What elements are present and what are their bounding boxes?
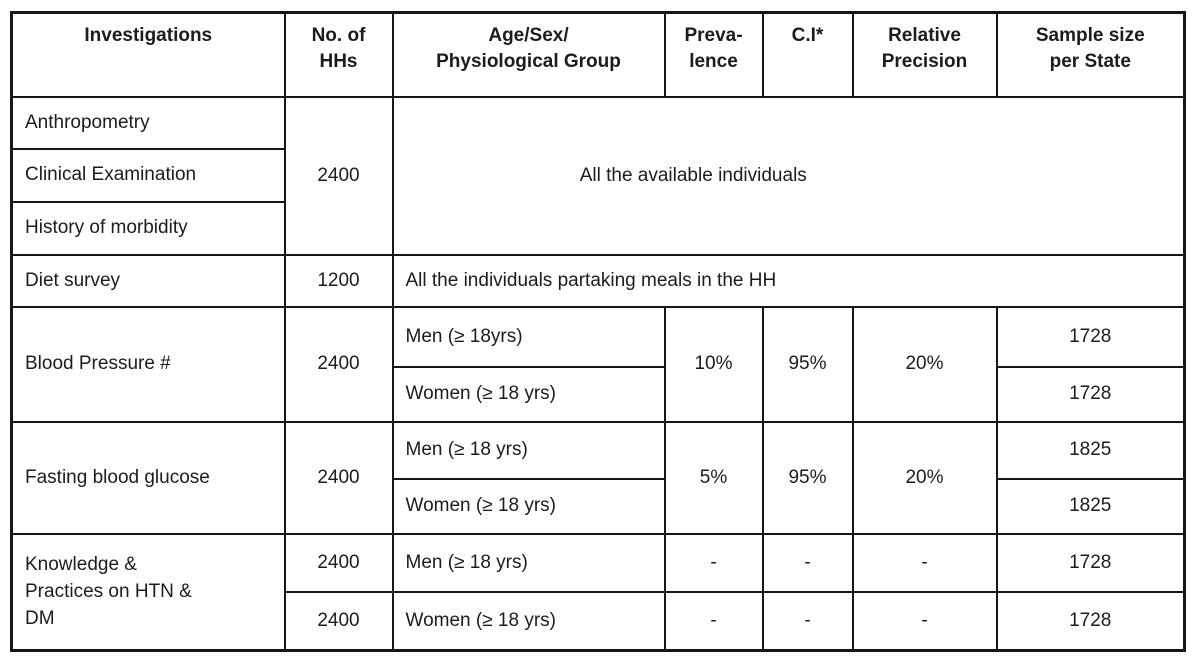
cell-relative-precision-kp-women: - bbox=[851, 590, 998, 652]
header-relative-precision: Relative Precision bbox=[851, 11, 998, 98]
table-row: Anthropometry 2400 All the available ind… bbox=[10, 95, 1186, 256]
sampling-plan-table: Investigations No. of HHs Age/Sex/ Physi… bbox=[10, 11, 1186, 652]
cell-sample-bp-men: 1728 bbox=[995, 305, 1186, 368]
header-row: Investigations No. of HHs Age/Sex/ Physi… bbox=[10, 11, 1186, 98]
cell-investigation-history-of-morbidity: History of morbidity bbox=[10, 200, 286, 256]
table-row: Women (≥ 18 yrs) 1825 bbox=[12, 477, 1186, 535]
cell-ci-bp: 95% bbox=[761, 305, 854, 423]
cell-group-all-available: All the available individuals bbox=[391, 95, 1186, 256]
cell-hhs-blood-pressure: 2400 bbox=[283, 305, 394, 423]
cell-group-fbg-men: Men (≥ 18 yrs) bbox=[391, 420, 666, 480]
cell-hhs-kp-women: 2400 bbox=[283, 590, 394, 652]
cell-investigation-knowledge-practices: Knowledge & Practices on HTN & DM bbox=[10, 532, 286, 652]
header-prevalence: Preva- lence bbox=[663, 11, 764, 98]
table-row: History of morbidity bbox=[10, 200, 1185, 256]
header-line: per State bbox=[1049, 51, 1131, 72]
cell-investigation-blood-pressure: Blood Pressure # bbox=[10, 305, 286, 423]
cell-prevalence-bp: 10% bbox=[663, 305, 764, 423]
cell-group-kp-men: Men (≥ 18 yrs) bbox=[391, 532, 666, 593]
cell-sample-kp-women: 1728 bbox=[995, 590, 1186, 652]
table-row: Women (≥ 18 yrs) 1728 bbox=[12, 365, 1186, 423]
table-body: Anthropometry 2400 All the available ind… bbox=[10, 95, 1186, 652]
cell-ci-fbg: 95% bbox=[761, 420, 854, 535]
cell-relative-precision-fbg: 20% bbox=[851, 420, 998, 535]
cell-group-bp-women: Women (≥ 18 yrs) bbox=[391, 365, 666, 423]
table-row: Clinical Examination bbox=[10, 147, 1185, 203]
cell-ci-kp-women: - bbox=[761, 590, 854, 652]
header-line: Precision bbox=[881, 51, 968, 72]
header-line: No. of bbox=[311, 25, 366, 46]
table-row: Diet survey 1200 All the individuals par… bbox=[10, 253, 1186, 308]
cell-hhs-anthro-block: 2400 bbox=[283, 95, 394, 256]
cell-sample-fbg-men: 1825 bbox=[995, 420, 1186, 480]
table-header: Investigations No. of HHs Age/Sex/ Physi… bbox=[10, 11, 1186, 98]
header-line: C.I* bbox=[791, 25, 824, 46]
cell-investigation-anthropometry: Anthropometry bbox=[10, 95, 286, 150]
cell-prevalence-kp-women: - bbox=[663, 590, 764, 652]
cell-relative-precision-bp: 20% bbox=[851, 305, 998, 423]
cell-group-kp-women: Women (≥ 18 yrs) bbox=[391, 590, 666, 652]
header-investigations: Investigations bbox=[10, 11, 286, 98]
cell-group-diet-survey: All the individuals partaking meals in t… bbox=[391, 253, 1186, 308]
header-line: HHs bbox=[319, 51, 358, 72]
header-line: Sample size bbox=[1035, 25, 1145, 46]
header-sample-size-per-state: Sample size per State bbox=[995, 11, 1186, 98]
cell-prevalence-fbg: 5% bbox=[663, 420, 764, 535]
cell-sample-fbg-women: 1825 bbox=[995, 477, 1186, 535]
cell-group-bp-men: Men (≥ 18yrs) bbox=[391, 305, 666, 368]
header-age-sex-group: Age/Sex/ Physiological Group bbox=[391, 11, 666, 98]
table-row: 2400 Women (≥ 18 yrs) - - - 1728 bbox=[12, 590, 1186, 652]
header-line: Physiological Group bbox=[436, 51, 621, 72]
table-row: Fasting blood glucose 2400 Men (≥ 18 yrs… bbox=[10, 420, 1186, 535]
header-line: Relative bbox=[888, 25, 961, 46]
cell-hhs-kp-men: 2400 bbox=[283, 532, 394, 593]
cell-ci-kp-men: - bbox=[761, 532, 854, 593]
cell-hhs-fasting-blood-glucose: 2400 bbox=[283, 420, 394, 535]
header-line: lence bbox=[689, 51, 738, 72]
header-ci: C.I* bbox=[761, 11, 854, 98]
cell-investigation-diet-survey: Diet survey bbox=[10, 253, 286, 308]
table-row: Blood Pressure # 2400 Men (≥ 18yrs) 10% … bbox=[10, 305, 1186, 423]
investigation-label: Knowledge & Practices on HTN & DM bbox=[25, 554, 192, 630]
cell-investigation-clinical-examination: Clinical Examination bbox=[10, 147, 286, 203]
table-row: Knowledge & Practices on HTN & DM 2400 M… bbox=[10, 532, 1186, 652]
cell-group-fbg-women: Women (≥ 18 yrs) bbox=[391, 477, 666, 535]
header-no-of-hhs: No. of HHs bbox=[283, 11, 394, 98]
cell-hhs-diet-survey: 1200 bbox=[283, 253, 394, 308]
cell-relative-precision-kp-men: - bbox=[851, 532, 998, 593]
cell-sample-bp-women: 1728 bbox=[995, 365, 1186, 423]
header-line: Age/Sex/ bbox=[488, 25, 569, 46]
cell-investigation-fasting-blood-glucose: Fasting blood glucose bbox=[10, 420, 286, 535]
header-line: Investigations bbox=[84, 25, 213, 46]
header-line: Preva- bbox=[684, 25, 743, 46]
cell-prevalence-kp-men: - bbox=[663, 532, 764, 593]
cell-sample-kp-men: 1728 bbox=[995, 532, 1186, 593]
